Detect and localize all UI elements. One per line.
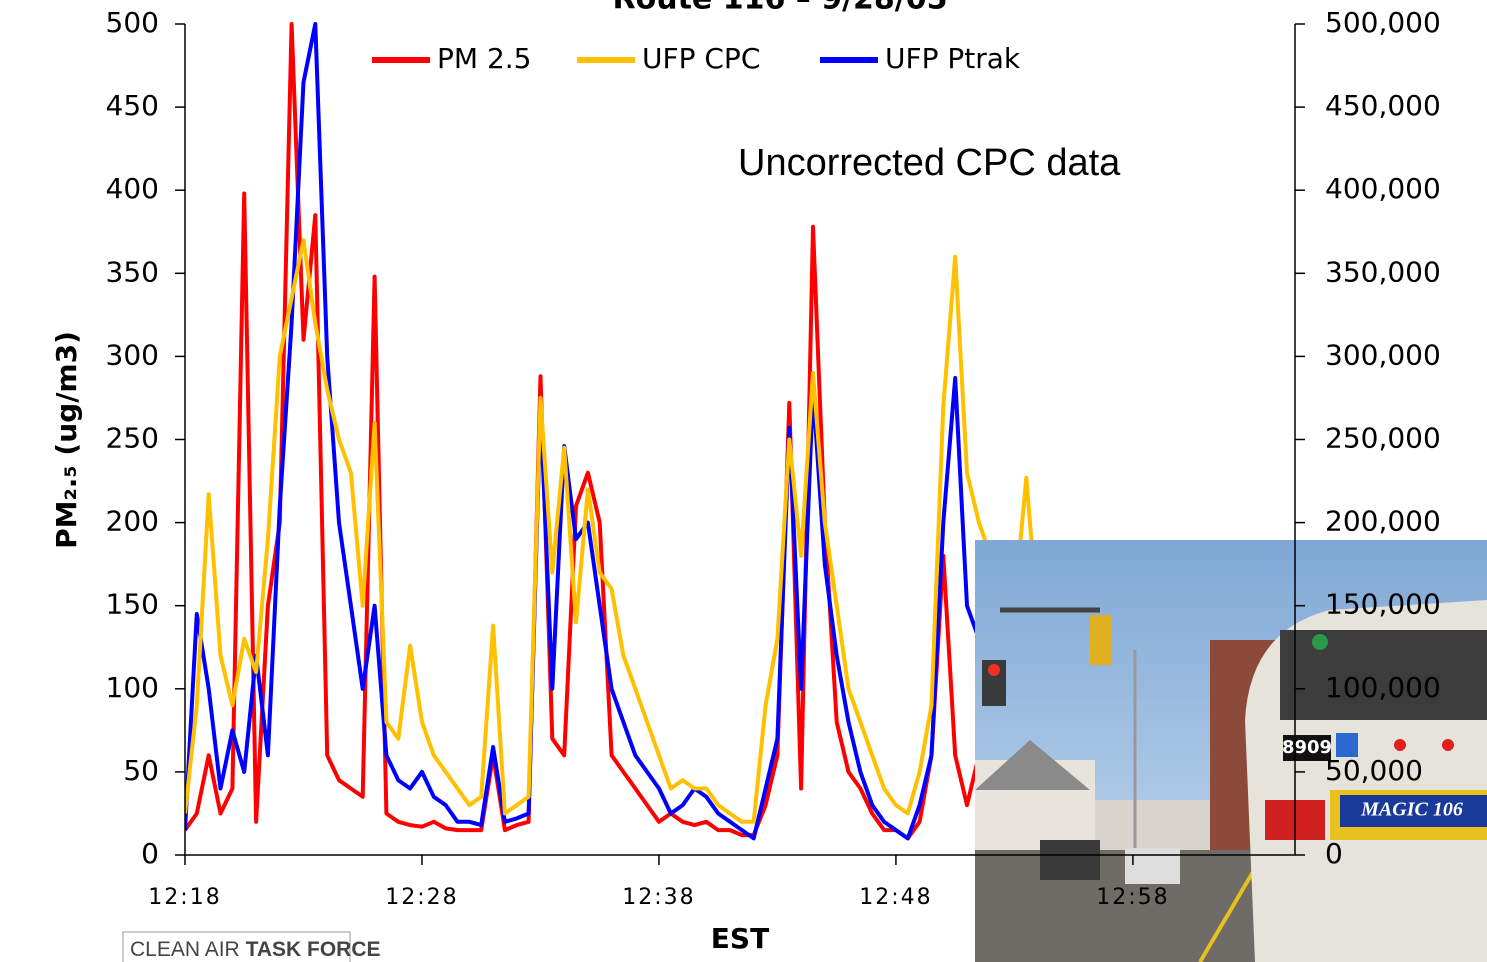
y2-tick-label: 400,000 [1325, 172, 1441, 205]
photo: 8909 MAGIC 106 [975, 540, 1487, 962]
y-tick-label: 250 [106, 422, 159, 455]
y-tick-label: 500 [106, 6, 159, 39]
x-axis-label: EST [711, 922, 769, 955]
legend-label: PM 2.5 [437, 42, 531, 75]
legend-label: UFP CPC [642, 42, 760, 75]
y2-tick-label: 350,000 [1325, 255, 1441, 288]
y-tick-label: 350 [106, 255, 159, 288]
logo-light: CLEAN AIR [130, 938, 240, 961]
y-tick-label: 400 [106, 172, 159, 205]
y-tick-label: 100 [106, 671, 159, 704]
y-tick-label: 300 [106, 338, 159, 371]
y2-tick-label: 150,000 [1325, 588, 1441, 621]
series-line [185, 238, 1041, 824]
y2-tick-label: 0 [1325, 837, 1343, 870]
y2-tick-label: 450,000 [1325, 89, 1441, 122]
x-tick-label: 12:48 [859, 885, 932, 910]
bus-ad: MAGIC 106 [1360, 799, 1463, 821]
y-tick-label: 150 [106, 588, 159, 621]
annotation: Uncorrected CPC data [738, 142, 1121, 184]
y2-tick-label: 200,000 [1325, 505, 1441, 538]
y2-tick-label: 100,000 [1325, 671, 1441, 704]
y2-tick-label: 50,000 [1325, 754, 1423, 787]
x-tick-label: 12:28 [385, 885, 458, 910]
x-tick-label: 12:58 [1096, 885, 1169, 910]
y-tick-label: 50 [123, 754, 159, 787]
y-tick-label: 200 [106, 505, 159, 538]
y-tick-label: 450 [106, 89, 159, 122]
y-axis-label: PM₂.₅ (ug/m3) [50, 331, 83, 549]
series-line [185, 22, 1040, 841]
logo-bold: TASK FORCE [246, 938, 381, 961]
y2-tick-label: 500,000 [1325, 6, 1441, 39]
legend-label: UFP Ptrak [885, 42, 1021, 75]
x-tick-label: 12:18 [148, 885, 221, 910]
logo: CLEAN AIR TASK FORCE [130, 938, 381, 961]
y2-tick-label: 300,000 [1325, 338, 1441, 371]
x-tick-label: 12:38 [622, 885, 695, 910]
y-tick-label: 0 [141, 837, 159, 870]
y2-tick-label: 250,000 [1325, 422, 1441, 455]
logo-box [122, 931, 351, 962]
chart-title: Route 116 – 9/28/05 [613, 0, 948, 17]
